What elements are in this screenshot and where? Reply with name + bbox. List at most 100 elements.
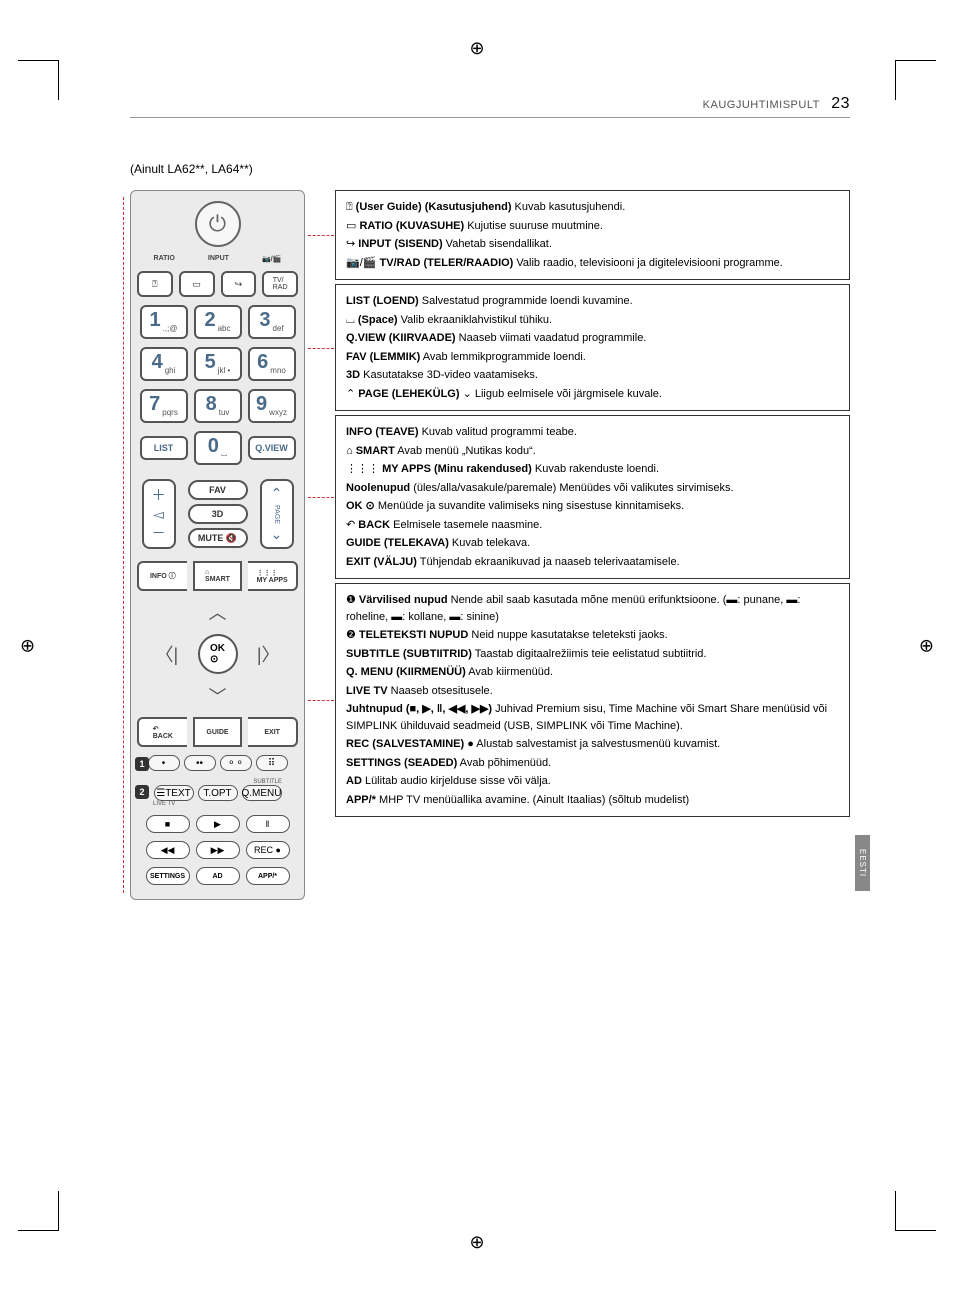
description-line: SETTINGS (SEADED) Avab põhimenüüd. (346, 755, 839, 772)
crop-mark (18, 1230, 58, 1231)
guide-icon-button: ⍰ (137, 271, 173, 297)
description-line: EXIT (VÄLJU) Tühjendab ekraanikuvad ja n… (346, 554, 839, 571)
ok-button: OK ⊙ (198, 634, 238, 674)
description-line: AD Lülitab audio kirjelduse sisse või vä… (346, 773, 839, 790)
green-button: •• (184, 755, 216, 771)
key-1: 1.,;@ (140, 305, 188, 339)
key-5: 5jkl • (194, 347, 242, 381)
key-8: 8tuv (194, 389, 242, 423)
crop-mark (896, 60, 936, 61)
exit-button: EXIT (248, 717, 298, 747)
key-2: 2abc (194, 305, 242, 339)
back-button: ↶ BACK (137, 717, 187, 747)
key-0: 0⌴ (194, 431, 242, 465)
description-line: FAV (LEMMIK) Avab lemmikprogrammide loen… (346, 349, 839, 366)
description-line: ❷ TELETEKSTI NUPUD Neid nuppe kasutataks… (346, 627, 839, 644)
leader-line (308, 348, 334, 349)
pause-button: ‖ (246, 815, 290, 833)
leader-line (308, 497, 334, 498)
description-line: LIVE TV Naaseb otsesitusele. (346, 683, 839, 700)
description-line: ⌂ SMART Avab menüü „Nutikas kodu“. (346, 443, 839, 460)
app-button: APP/* (246, 867, 290, 885)
key-9: 9wxyz (248, 389, 296, 423)
description-line: ⌴ (Space) Valib ekraaniklahvistikul tühi… (346, 312, 839, 329)
crop-mark (18, 60, 58, 61)
mute-button: MUTE 🔇 (188, 528, 248, 548)
leader-line (308, 235, 334, 236)
ratio-button: ▭ (179, 271, 215, 297)
dpad: ︿ ﹀ 〈| |〉 OK ⊙ (148, 599, 288, 709)
remote-diagram: ⏻ RATIO INPUT 📷/🎬 ⍰ ▭ ↪ TV/ RAD 1.,;@2ab… (130, 190, 305, 900)
myapps-button: ⋮⋮⋮ MY APPS (248, 561, 298, 591)
blue-button: ⠿ (256, 755, 288, 771)
registration-mark-top: ⊕ (469, 38, 484, 59)
3d-button: 3D (188, 504, 248, 524)
page-header: KAUGJUHTIMISPULT 23 (130, 95, 850, 118)
description-line: ❶ Värvilised nupud Nende abil saab kasut… (346, 592, 839, 625)
play-button: ▶ (196, 815, 240, 833)
model-note: (Ainult LA62**, LA64**) (130, 162, 850, 176)
rec-button: REC ● (246, 841, 290, 859)
qview-button: Q.VIEW (248, 436, 296, 460)
description-line: REC (SALVESTAMINE) ● Alustab salvestamis… (346, 736, 839, 753)
description-line: Juhtnupud (■, ▶, ‖, ◀◀, ▶▶) Juhivad Prem… (346, 701, 839, 734)
description-line: ⌃ PAGE (LEHEKÜLG) ⌄ Liigub eelmisele või… (346, 386, 839, 403)
tvrad-button: TV/ RAD (262, 271, 298, 297)
language-tab: EESTI (855, 835, 870, 891)
right-arrow: |〉 (257, 641, 280, 667)
key-4: 4ghi (140, 347, 188, 381)
smart-button: ⌂ SMART (193, 561, 243, 591)
guide-button: GUIDE (193, 717, 243, 747)
description-box: LIST (LOEND) Salvestatud programmide loe… (335, 284, 850, 411)
key-6: 6mno (248, 347, 296, 381)
rewind-button: ◀◀ (146, 841, 190, 859)
description-line: ⋮⋮⋮ MY APPS (Minu rakendused) Kuvab rake… (346, 461, 839, 478)
description-line: Noolenupud (üles/alla/vasakule/paremale)… (346, 480, 839, 497)
description-line: 📷/🎬 TV/RAD (TELER/RAADIO) Valib raadio, … (346, 255, 839, 272)
down-arrow: ﹀ (209, 683, 227, 709)
description-line: GUIDE (TELEKAVA) Kuvab telekava. (346, 535, 839, 552)
leader-line (123, 197, 124, 893)
ratio-label: RATIO (154, 255, 175, 263)
leader-line (308, 700, 334, 701)
description-line: INFO (TEAVE) Kuvab valitud programmi tea… (346, 424, 839, 441)
section-title: KAUGJUHTIMISPULT (703, 99, 820, 111)
marker-2: 2 (135, 785, 149, 799)
description-line: APP/* MHP TV menüüallika avamine. (Ainul… (346, 792, 839, 809)
forward-button: ▶▶ (196, 841, 240, 859)
livetv-label: LIVE TV (137, 801, 298, 807)
description-line: ▭ RATIO (KUVASUHE) Kujutise suuruse muut… (346, 218, 839, 235)
registration-mark-right: ⊕ (919, 635, 934, 656)
qmenu-button: Q.MENU (242, 785, 282, 801)
description-line: Q.VIEW (KIIRVAADE) Naaseb viimati vaadat… (346, 330, 839, 347)
crop-mark (58, 1191, 59, 1231)
red-button: • (148, 755, 180, 771)
volume-rocker: ＋◅－ (142, 479, 176, 549)
page-rocker: ⌃PAGE⌄ (260, 479, 294, 549)
crop-mark (895, 60, 896, 100)
stop-button: ■ (146, 815, 190, 833)
label-row: RATIO INPUT 📷/🎬 (137, 255, 298, 263)
description-line: SUBTITLE (SUBTIITRID) Taastab digitaalre… (346, 646, 839, 663)
description-box: INFO (TEAVE) Kuvab valitud programmi tea… (335, 415, 850, 579)
page-number: 23 (831, 95, 850, 112)
energy-label: 📷/🎬 (262, 255, 281, 263)
list-button: LIST (140, 436, 188, 460)
description-line: ⍰ (User Guide) (Kasutusjuhend) Kuvab kas… (346, 199, 839, 216)
input-button: ↪ (221, 271, 257, 297)
text-button: ☰TEXT (154, 785, 194, 801)
yellow-button: ⚬⚬ (220, 755, 252, 771)
key-3: 3def (248, 305, 296, 339)
registration-mark-left: ⊕ (20, 635, 35, 656)
left-arrow: 〈| (156, 641, 179, 667)
settings-button: SETTINGS (146, 867, 190, 885)
description-line: ↪ INPUT (SISEND) Vahetab sisendallikat. (346, 236, 839, 253)
topt-button: T.OPT (198, 785, 238, 801)
description-line: OK ⊙ Menüüde ja suvandite valimiseks nin… (346, 498, 839, 515)
description-box: ⍰ (User Guide) (Kasutusjuhend) Kuvab kas… (335, 190, 850, 280)
description-box: ❶ Värvilised nupud Nende abil saab kasut… (335, 583, 850, 817)
info-button: INFO ⓘ (137, 561, 187, 591)
crop-mark (58, 60, 59, 100)
ad-button: AD (196, 867, 240, 885)
description-line: LIST (LOEND) Salvestatud programmide loe… (346, 293, 839, 310)
